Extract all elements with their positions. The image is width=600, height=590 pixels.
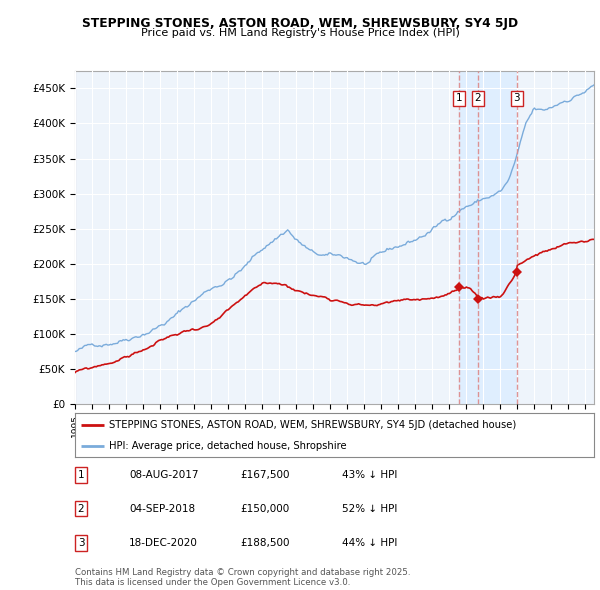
Text: HPI: Average price, detached house, Shropshire: HPI: Average price, detached house, Shro… — [109, 441, 346, 451]
Text: 52% ↓ HPI: 52% ↓ HPI — [342, 504, 397, 513]
Text: STEPPING STONES, ASTON ROAD, WEM, SHREWSBURY, SY4 5JD: STEPPING STONES, ASTON ROAD, WEM, SHREWS… — [82, 17, 518, 30]
Bar — [459, 71, 517, 404]
Text: Contains HM Land Registry data © Crown copyright and database right 2025.
This d: Contains HM Land Registry data © Crown c… — [75, 568, 410, 587]
Text: 18-DEC-2020: 18-DEC-2020 — [129, 538, 198, 548]
Text: 3: 3 — [77, 538, 85, 548]
Text: 04-SEP-2018: 04-SEP-2018 — [129, 504, 195, 513]
Text: 2: 2 — [77, 504, 85, 513]
Text: 44% ↓ HPI: 44% ↓ HPI — [342, 538, 397, 548]
Text: 43% ↓ HPI: 43% ↓ HPI — [342, 470, 397, 480]
Text: £188,500: £188,500 — [240, 538, 290, 548]
Text: 1: 1 — [77, 470, 85, 480]
Text: Price paid vs. HM Land Registry's House Price Index (HPI): Price paid vs. HM Land Registry's House … — [140, 28, 460, 38]
Text: 08-AUG-2017: 08-AUG-2017 — [129, 470, 199, 480]
Text: £150,000: £150,000 — [240, 504, 289, 513]
Text: 2: 2 — [475, 93, 481, 103]
Text: STEPPING STONES, ASTON ROAD, WEM, SHREWSBURY, SY4 5JD (detached house): STEPPING STONES, ASTON ROAD, WEM, SHREWS… — [109, 421, 516, 430]
Text: 1: 1 — [456, 93, 463, 103]
Text: 3: 3 — [514, 93, 520, 103]
Text: £167,500: £167,500 — [240, 470, 290, 480]
